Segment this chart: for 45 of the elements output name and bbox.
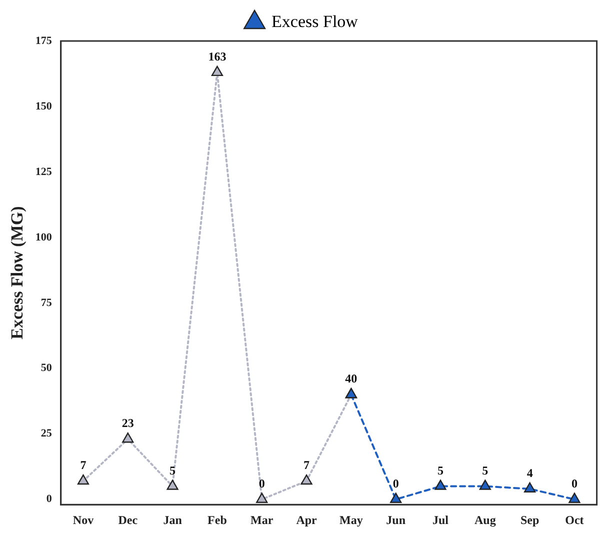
point: [479, 480, 491, 490]
point: [211, 66, 223, 76]
x-tick-label: Mar: [250, 512, 274, 527]
data-label: 4: [526, 466, 533, 480]
point: [77, 474, 90, 485]
y-tick-label: 75: [40, 296, 52, 309]
y-axis-title: Excess Flow (MG): [8, 206, 27, 340]
y-tick-label: 125: [35, 166, 52, 178]
x-tick-label: Jun: [386, 512, 406, 527]
data-label: 7: [304, 458, 310, 472]
x-tick-label: Oct: [565, 512, 584, 527]
x-tick-label: Sep: [520, 512, 540, 527]
x-tick-label: Feb: [208, 512, 228, 527]
x-tick-label: Jul: [432, 512, 450, 527]
data-label: 7: [80, 458, 86, 472]
point: [122, 432, 134, 443]
point: [300, 474, 312, 485]
legend-label: Excess Flow: [272, 12, 359, 31]
y-tick-label: 25: [40, 428, 52, 440]
point: [166, 480, 178, 490]
y-tick-label: 100: [35, 231, 52, 244]
point: [524, 482, 536, 492]
x-tick-label: Dec: [118, 512, 138, 527]
x-tick-label: Jan: [163, 512, 182, 527]
data-label: 0: [571, 476, 578, 490]
data-label: 5: [482, 463, 488, 478]
data-label: 5: [437, 463, 444, 478]
y-tick-label: 0: [46, 493, 52, 506]
data-label: 163: [208, 50, 226, 64]
point: [256, 492, 268, 503]
point: [434, 480, 446, 490]
y-tick-label: 50: [40, 362, 52, 374]
x-tick-label: May: [340, 512, 363, 527]
x-tick-label: Apr: [296, 512, 318, 527]
data-label: 0: [392, 476, 399, 490]
data-label: 23: [122, 416, 134, 430]
x-tick-label: Aug: [474, 512, 496, 527]
y-tick-label: 150: [35, 100, 52, 112]
data-label: 40: [345, 372, 358, 386]
point: [568, 492, 580, 503]
x-tick-label: Nov: [72, 512, 94, 527]
y-tick-label: 175: [35, 34, 52, 47]
data-label: 5: [170, 463, 176, 478]
data-label: 0: [258, 476, 265, 490]
point: [390, 492, 402, 503]
